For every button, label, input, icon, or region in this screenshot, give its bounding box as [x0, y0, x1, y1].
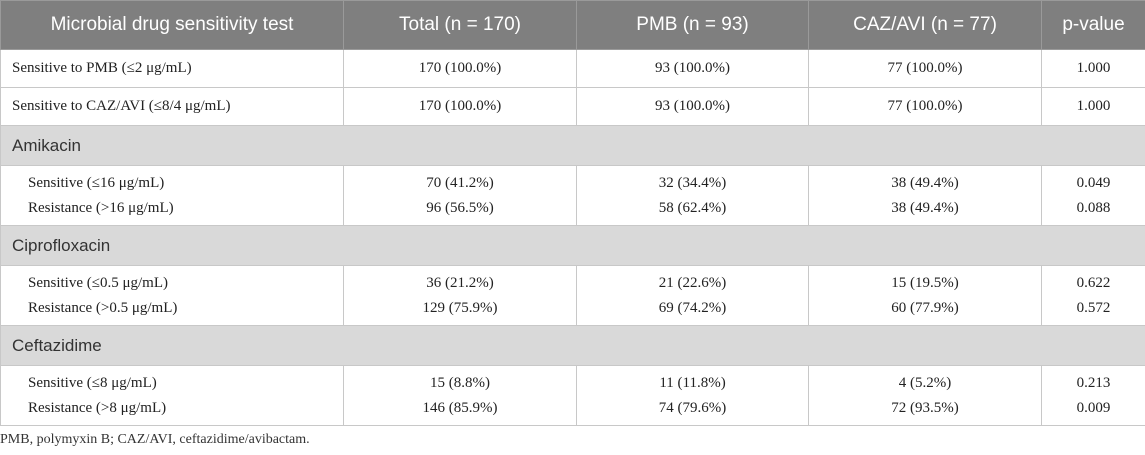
cazavi-value: 38 (49.4%)	[891, 174, 959, 191]
row-label: Sensitive (≤0.5 μg/mL)	[28, 274, 169, 291]
table-row: Sensitive (≤0.5 μg/mL) Resistance (>0.5 μ…	[0, 265, 1145, 326]
cazavi-value: 4 (5.2%)	[898, 374, 952, 391]
pmb-cell: 11 (11.8%) 74 (79.6%)	[576, 365, 809, 426]
section-title: Ciprofloxacin	[0, 225, 1145, 266]
total-value: 146 (85.9%)	[422, 399, 498, 416]
cazavi-value: 15 (19.5%)	[891, 274, 959, 291]
table-row: Sensitive (≤16 μg/mL) Resistance (>16 μg/…	[0, 165, 1145, 226]
row-labels: Sensitive (≤0.5 μg/mL) Resistance (>0.5 μ…	[0, 265, 344, 326]
row-label: Sensitive (≤16 μg/mL)	[28, 174, 165, 191]
p-value-cell: 0.622 0.572	[1041, 265, 1145, 326]
pmb-cell: 21 (22.6%) 69 (74.2%)	[576, 265, 809, 326]
p-value-cell: 1.000	[1041, 87, 1145, 126]
p-value: 0.572	[1076, 299, 1111, 316]
total-value: 129 (75.9%)	[422, 299, 498, 316]
drug-sensitivity-table: Microbial drug sensitivity test Total (n…	[0, 0, 1145, 426]
cazavi-value: 72 (93.5%)	[891, 399, 959, 416]
pmb-value: 74 (79.6%)	[658, 399, 727, 416]
section-header-amikacin: Amikacin	[0, 125, 1145, 166]
section-header-ciprofloxacin: Ciprofloxacin	[0, 225, 1145, 266]
total-value: 36 (21.2%)	[426, 274, 494, 291]
p-value: 0.622	[1076, 274, 1111, 291]
p-value: 0.088	[1076, 199, 1111, 216]
p-value: 0.213	[1076, 374, 1111, 391]
header-cazavi: CAZ/AVI (n = 77)	[808, 0, 1042, 50]
p-value: 0.009	[1076, 399, 1111, 416]
p-value-cell: 0.213 0.009	[1041, 365, 1145, 426]
pmb-cell: 93 (100.0%)	[576, 49, 809, 88]
cazavi-cell: 77 (100.0%)	[808, 49, 1042, 88]
total-value: 96 (56.5%)	[426, 199, 494, 216]
total-value: 70 (41.2%)	[426, 174, 494, 191]
pmb-value: 11 (11.8%)	[659, 374, 726, 391]
total-cell: 15 (8.8%) 146 (85.9%)	[343, 365, 577, 426]
pmb-cell: 32 (34.4%) 58 (62.4%)	[576, 165, 809, 226]
row-labels: Sensitive (≤8 μg/mL) Resistance (>8 μg/mL…	[0, 365, 344, 426]
table-row: Sensitive (≤8 μg/mL) Resistance (>8 μg/mL…	[0, 365, 1145, 426]
row-label: Sensitive to PMB (≤2 μg/mL)	[0, 49, 344, 88]
table-row: Sensitive to PMB (≤2 μg/mL) 170 (100.0%)…	[0, 49, 1145, 88]
cazavi-value: 38 (49.4%)	[891, 199, 959, 216]
pmb-cell: 93 (100.0%)	[576, 87, 809, 126]
row-label: Resistance (>8 μg/mL)	[28, 399, 167, 416]
pmb-value: 21 (22.6%)	[658, 274, 727, 291]
cazavi-cell: 77 (100.0%)	[808, 87, 1042, 126]
p-value: 0.049	[1076, 174, 1111, 191]
table-row: Sensitive to CAZ/AVI (≤8/4 μg/mL) 170 (1…	[0, 87, 1145, 126]
section-header-ceftazidime: Ceftazidime	[0, 325, 1145, 366]
header-p-value: p-value	[1041, 0, 1145, 50]
section-title: Amikacin	[0, 125, 1145, 166]
pmb-value: 69 (74.2%)	[658, 299, 727, 316]
table-header-row: Microbial drug sensitivity test Total (n…	[0, 0, 1145, 50]
header-test: Microbial drug sensitivity test	[0, 0, 344, 50]
total-cell: 170 (100.0%)	[343, 87, 577, 126]
p-value-cell: 0.049 0.088	[1041, 165, 1145, 226]
section-title: Ceftazidime	[0, 325, 1145, 366]
cazavi-value: 60 (77.9%)	[891, 299, 959, 316]
table-footnote: PMB, polymyxin B; CAZ/AVI, ceftazidime/a…	[0, 432, 310, 447]
header-total: Total (n = 170)	[343, 0, 577, 50]
cazavi-cell: 4 (5.2%) 72 (93.5%)	[808, 365, 1042, 426]
header-pmb: PMB (n = 93)	[576, 0, 809, 50]
total-cell: 170 (100.0%)	[343, 49, 577, 88]
row-label: Resistance (>16 μg/mL)	[28, 199, 174, 216]
pmb-value: 32 (34.4%)	[658, 174, 727, 191]
cazavi-cell: 15 (19.5%) 60 (77.9%)	[808, 265, 1042, 326]
p-value-cell: 1.000	[1041, 49, 1145, 88]
row-label: Resistance (>0.5 μg/mL)	[28, 299, 178, 316]
total-cell: 70 (41.2%) 96 (56.5%)	[343, 165, 577, 226]
cazavi-cell: 38 (49.4%) 38 (49.4%)	[808, 165, 1042, 226]
total-cell: 36 (21.2%) 129 (75.9%)	[343, 265, 577, 326]
total-value: 15 (8.8%)	[430, 374, 490, 391]
row-label: Sensitive (≤8 μg/mL)	[28, 374, 157, 391]
row-labels: Sensitive (≤16 μg/mL) Resistance (>16 μg/…	[0, 165, 344, 226]
pmb-value: 58 (62.4%)	[658, 199, 727, 216]
row-label: Sensitive to CAZ/AVI (≤8/4 μg/mL)	[0, 87, 344, 126]
